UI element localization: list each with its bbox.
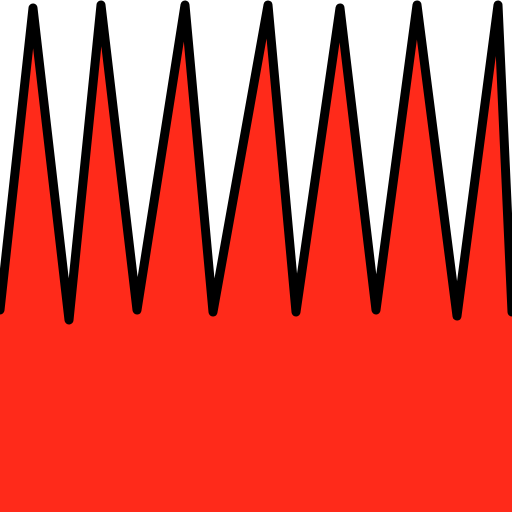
red-spike-fill <box>0 5 512 512</box>
black-spike-outline <box>0 0 512 325</box>
